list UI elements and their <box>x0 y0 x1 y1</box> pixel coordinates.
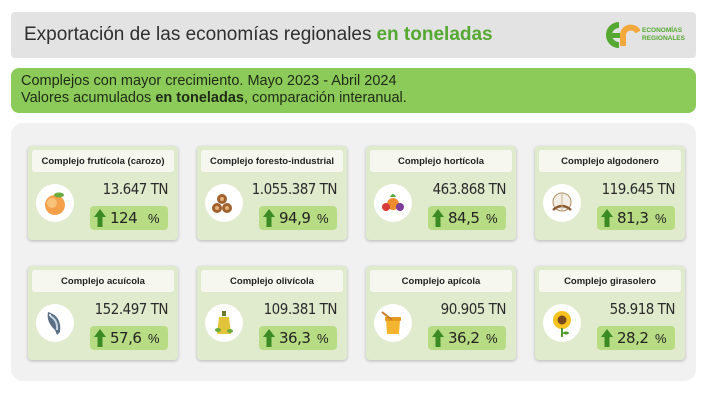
card-title: Complejo hortícola <box>370 150 512 172</box>
growth-value: 94,9 <box>279 209 311 227</box>
logs-icon <box>205 184 243 222</box>
subtitle-banner: Complejos con mayor crecimiento. Mayo 20… <box>11 68 696 113</box>
percent-sign: % <box>486 330 498 346</box>
card-title: Complejo foresto-industrial <box>201 150 343 172</box>
arrow-up-icon <box>263 209 275 227</box>
growth-value: 84,5 <box>448 209 480 227</box>
percent-sign: % <box>148 330 160 346</box>
growth-badge: 57,6 % <box>90 326 168 350</box>
card-title: Complejo frutícola (carozo) <box>32 150 174 172</box>
growth-value: 28,2 <box>617 329 649 347</box>
growth-value: 81,3 <box>617 209 649 227</box>
cotton-icon <box>543 184 581 222</box>
percent-sign: % <box>317 210 329 226</box>
honey-icon <box>374 304 412 342</box>
card-value: 90.905 TN <box>440 300 507 318</box>
card-apicola: Complejo apícola 90.905 TN 36,2 % <box>366 266 516 360</box>
card-value: 58.918 TN <box>609 300 676 318</box>
peach-icon <box>36 184 74 222</box>
subtitle-line2-end: , comparación interanual. <box>243 90 407 106</box>
arrow-up-icon <box>601 209 613 227</box>
card-title: Complejo acuícola <box>32 270 174 292</box>
percent-sign: % <box>148 210 160 226</box>
fish-icon <box>36 304 74 342</box>
growth-badge: 81,3 % <box>597 206 675 230</box>
percent-sign: % <box>317 330 329 346</box>
card-value: 152.497 TN <box>94 300 169 318</box>
growth-badge: 84,5 % <box>428 206 506 230</box>
card-horticola: Complejo hortícola 463.868 TN 84,5 % <box>366 146 516 240</box>
logo-line1: ECONOMÍAS <box>642 27 683 34</box>
percent-sign: % <box>655 210 667 226</box>
percent-sign: % <box>486 210 498 226</box>
arrow-up-icon <box>432 209 444 227</box>
subtitle-line2-bold: en toneladas <box>155 90 244 106</box>
growth-badge: 28,2 % <box>597 326 675 350</box>
growth-value: 124 <box>110 209 138 227</box>
card-value: 463.868 TN <box>432 180 507 198</box>
arrow-up-icon <box>263 329 275 347</box>
card-value: 1.055.387 TN <box>251 180 338 198</box>
card-girasolero: Complejo girasolero 58.918 TN 28,2 % <box>535 266 685 360</box>
card-title: Complejo algodonero <box>539 150 681 172</box>
card-foresto-industrial: Complejo foresto-industrial 1.055.387 TN… <box>197 146 347 240</box>
logo-text: ECONOMÍAS REGIONALES <box>642 27 685 43</box>
olive-oil-icon <box>205 304 243 342</box>
cards-panel: Complejo frutícola (carozo) 13.647 TN 12… <box>11 123 696 381</box>
sunflower-icon <box>543 304 581 342</box>
growth-badge: 94,9 % <box>259 206 337 230</box>
subtitle-line2: Valores acumulados en toneladas, compara… <box>21 90 686 107</box>
card-value: 119.645 TN <box>601 180 676 198</box>
growth-badge: 36,2 % <box>428 326 506 350</box>
subtitle-line2-start: Valores acumulados <box>21 90 156 106</box>
card-title: Complejo olivícola <box>201 270 343 292</box>
growth-badge: 124 % <box>90 206 168 230</box>
percent-sign: % <box>655 330 667 346</box>
arrow-up-icon <box>94 209 106 227</box>
growth-value: 36,3 <box>279 329 311 347</box>
card-acuicola: Complejo acuícola 152.497 TN 57,6 % <box>28 266 178 360</box>
vegetables-icon <box>374 184 412 222</box>
header-bar: Exportación de las economías regionales … <box>11 12 696 58</box>
card-algodonero: Complejo algodonero 119.645 TN 81,3 % <box>535 146 685 240</box>
subtitle-line1: Complejos con mayor crecimiento. Mayo 20… <box>21 73 397 89</box>
arrow-up-icon <box>601 329 613 347</box>
page-title: Exportación de las economías regionales <box>24 24 372 45</box>
growth-value: 36,2 <box>448 329 480 347</box>
page-title-highlight: en toneladas <box>376 24 493 45</box>
card-title: Complejo apícola <box>370 270 512 292</box>
growth-badge: 36,3 % <box>259 326 337 350</box>
card-value: 109.381 TN <box>263 300 338 318</box>
logo-er-icon <box>606 22 640 48</box>
logo-line2: REGIONALES <box>642 35 685 42</box>
arrow-up-icon <box>94 329 106 347</box>
economias-regionales-logo: ECONOMÍAS REGIONALES <box>604 18 686 52</box>
card-fruticola: Complejo frutícola (carozo) 13.647 TN 12… <box>28 146 178 240</box>
card-olivicola: Complejo olivícola 109.381 TN 36,3 % <box>197 266 347 360</box>
card-value: 13.647 TN <box>102 180 169 198</box>
card-title: Complejo girasolero <box>539 270 681 292</box>
arrow-up-icon <box>432 329 444 347</box>
growth-value: 57,6 <box>110 329 142 347</box>
